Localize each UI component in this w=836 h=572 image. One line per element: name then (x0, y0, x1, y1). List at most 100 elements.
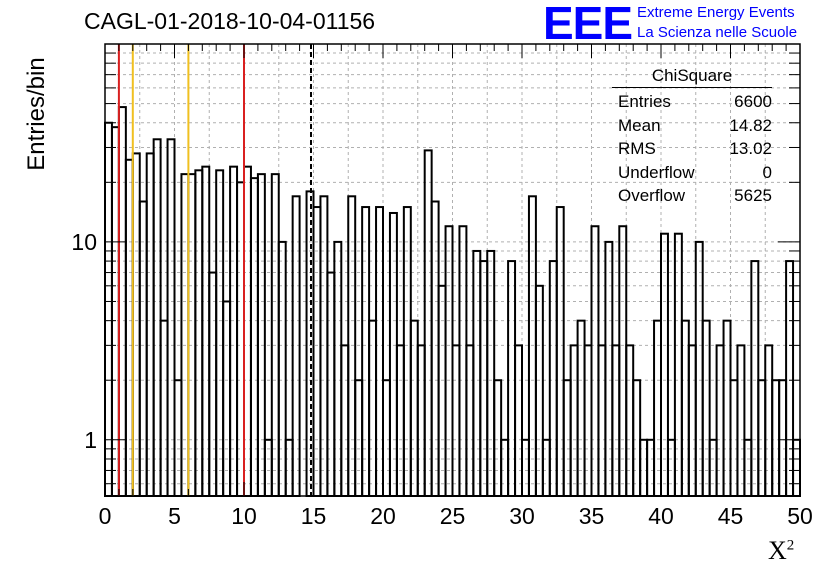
histogram-bar (757, 379, 767, 497)
stats-value: 14.82 (729, 115, 772, 135)
histogram-bar (569, 344, 579, 497)
histogram-bar (611, 344, 621, 497)
histogram-bar (694, 240, 704, 497)
stats-row-rms: RMS 13.02 (612, 137, 772, 161)
histogram-bar (312, 206, 322, 497)
histogram-bar (326, 271, 336, 497)
histogram-bar (792, 438, 801, 497)
histogram-bar (423, 149, 433, 497)
histogram-bar (430, 200, 440, 497)
histogram-bar (354, 379, 364, 497)
histogram-bar (291, 195, 301, 497)
histogram-bar (361, 206, 371, 497)
histogram-bar (646, 438, 656, 497)
stats-value: 6600 (734, 92, 772, 111)
histogram-bar (722, 319, 732, 498)
x-tick-label: 50 (787, 503, 813, 529)
histogram-bar (458, 225, 468, 497)
histogram-bar (653, 319, 662, 498)
y-tick-label: 10 (71, 229, 97, 255)
eee-logo: EEE Extreme Energy Events La Scienza nel… (543, 0, 833, 49)
histogram-bar (284, 438, 294, 497)
histogram-bar (340, 344, 350, 497)
x-tick-label: 25 (440, 503, 466, 529)
y-tick-label: 1 (84, 427, 97, 453)
histogram-bar (416, 344, 426, 497)
stats-row-mean: Mean 14.82 (612, 114, 772, 138)
stats-value: 0 (762, 162, 772, 182)
stats-row-entries: Entries 6600 (612, 90, 772, 114)
histogram-bar (764, 344, 774, 497)
histogram-bar (319, 195, 329, 497)
x-tick-label: 10 (231, 503, 257, 529)
x-tick-label: 20 (370, 503, 396, 529)
histogram-bar (375, 206, 384, 497)
histogram-bar (347, 195, 357, 497)
histogram-bar (145, 152, 155, 497)
histogram-bar (277, 240, 287, 497)
stats-value: 5625 (734, 186, 772, 205)
histogram-bar (368, 319, 378, 498)
histogram-bar (180, 173, 190, 498)
histogram-bar (555, 206, 565, 497)
histogram-bar (687, 344, 697, 497)
histogram-bar (444, 225, 454, 497)
histogram-bar (771, 379, 781, 497)
histogram-bar (736, 344, 746, 497)
histogram-bar (451, 344, 461, 497)
histogram-bar (576, 319, 586, 498)
stats-title: ChiSquare (612, 66, 772, 88)
histogram-bar (514, 344, 523, 497)
histogram-bar (215, 169, 225, 498)
histogram-bar (229, 165, 239, 497)
plot-title: CAGL-01-2018-10-04-01156 (84, 8, 376, 34)
stats-row-underflow: Underflow 0 (612, 161, 772, 185)
histogram-bar (639, 438, 649, 497)
histogram-bar (632, 379, 642, 497)
histogram-bar (507, 260, 517, 497)
histogram-bar (243, 165, 252, 497)
histogram-bar (785, 260, 795, 497)
histogram-bar (263, 438, 273, 497)
histogram-bar (124, 158, 134, 497)
histogram-bar (222, 300, 232, 497)
histogram-bar (395, 344, 405, 497)
stats-label: RMS (618, 139, 656, 158)
x-axis-label: X2 (768, 536, 795, 565)
histogram-bar (138, 200, 148, 497)
x-tick-label: 40 (648, 503, 674, 529)
histogram-bar (333, 240, 343, 497)
histogram-bar (479, 260, 489, 497)
histogram-bar (388, 211, 398, 497)
histogram-bar (409, 319, 419, 498)
stats-value: 13.02 (729, 139, 772, 158)
histogram-bar (402, 206, 412, 497)
histogram-bar (201, 165, 211, 497)
histogram-bar (270, 173, 280, 498)
x-tick-label: 15 (301, 503, 327, 529)
histogram-bar (493, 379, 503, 497)
histogram-bar (131, 152, 141, 497)
histogram-bar (534, 284, 544, 498)
x-tick-label: 35 (579, 503, 605, 529)
histogram-bar (666, 438, 676, 497)
x-tick-label: 5 (168, 503, 181, 529)
logo-line-1: Extreme Energy Events (637, 4, 795, 21)
histogram-bar (166, 138, 176, 498)
histogram-bar (583, 344, 593, 497)
x-tick-label: 45 (718, 503, 744, 529)
histogram-bar (597, 344, 607, 497)
histogram-bar (715, 344, 725, 497)
x-tick-label: 30 (509, 503, 535, 529)
histogram-bar (548, 260, 558, 497)
histogram-bar (708, 438, 718, 497)
histogram-bar (382, 379, 391, 497)
histogram-bar (159, 319, 169, 498)
x-tick-label: 0 (99, 503, 112, 529)
histogram-bar (465, 344, 475, 497)
histogram-bar (701, 319, 711, 498)
histogram-bar (729, 379, 739, 497)
eee-logo-mark: EEE (543, 0, 633, 49)
histogram-bar (562, 379, 572, 497)
